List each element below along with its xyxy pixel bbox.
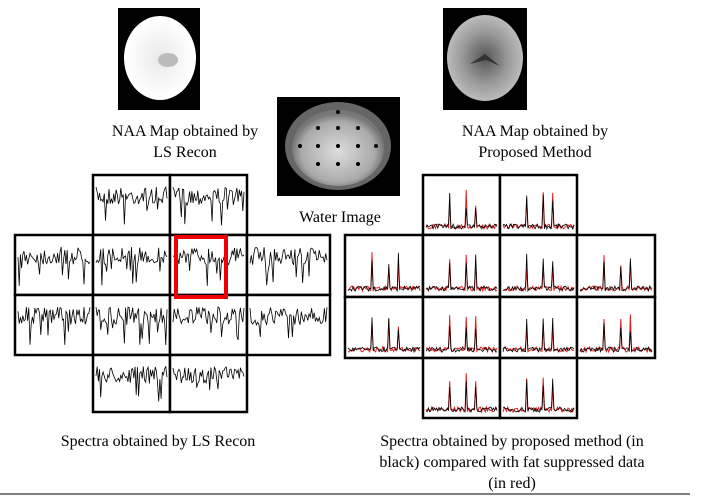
dot <box>336 144 340 148</box>
spectrum-cell <box>247 235 330 295</box>
dot <box>336 126 340 130</box>
figure: NAA Map obtained by LS Recon NAA Map obt… <box>0 0 706 496</box>
naa-map-ls <box>118 8 200 110</box>
spectrum-cell <box>170 235 247 295</box>
caption: black) compared with fat suppressed data <box>379 454 644 471</box>
caption: (in red) <box>488 475 536 492</box>
spectrum-cell <box>500 297 577 358</box>
spectrum-cell <box>170 355 247 412</box>
spectrum-cell <box>93 355 170 412</box>
caption: Spectra obtained by proposed method (in <box>380 433 644 450</box>
dot <box>356 162 360 166</box>
dot <box>336 110 340 114</box>
naa-map-proposed <box>443 8 527 110</box>
water-image <box>277 97 400 196</box>
caption: Water Image <box>299 209 381 226</box>
caption: NAA Map obtained by <box>462 123 608 140</box>
dot <box>356 144 360 148</box>
dot <box>316 162 320 166</box>
caption: LS Recon <box>153 144 217 161</box>
spectrum-cell <box>15 295 93 355</box>
dot <box>374 144 378 148</box>
dot <box>336 162 340 166</box>
caption: Spectra obtained by LS Recon <box>61 433 256 450</box>
spectrum-cell <box>15 235 93 295</box>
dot <box>356 126 360 130</box>
page: {"figure": { "naa_ls": {"caption": ["NAA… <box>0 0 706 496</box>
dot <box>316 144 320 148</box>
spectrum-cell <box>93 235 170 295</box>
caption: Proposed Method <box>478 144 591 161</box>
spectrum-cell <box>247 295 330 355</box>
dot <box>316 126 320 130</box>
caption: NAA Map obtained by <box>112 123 258 140</box>
dot <box>298 144 302 148</box>
spectrum-cell <box>170 295 247 355</box>
